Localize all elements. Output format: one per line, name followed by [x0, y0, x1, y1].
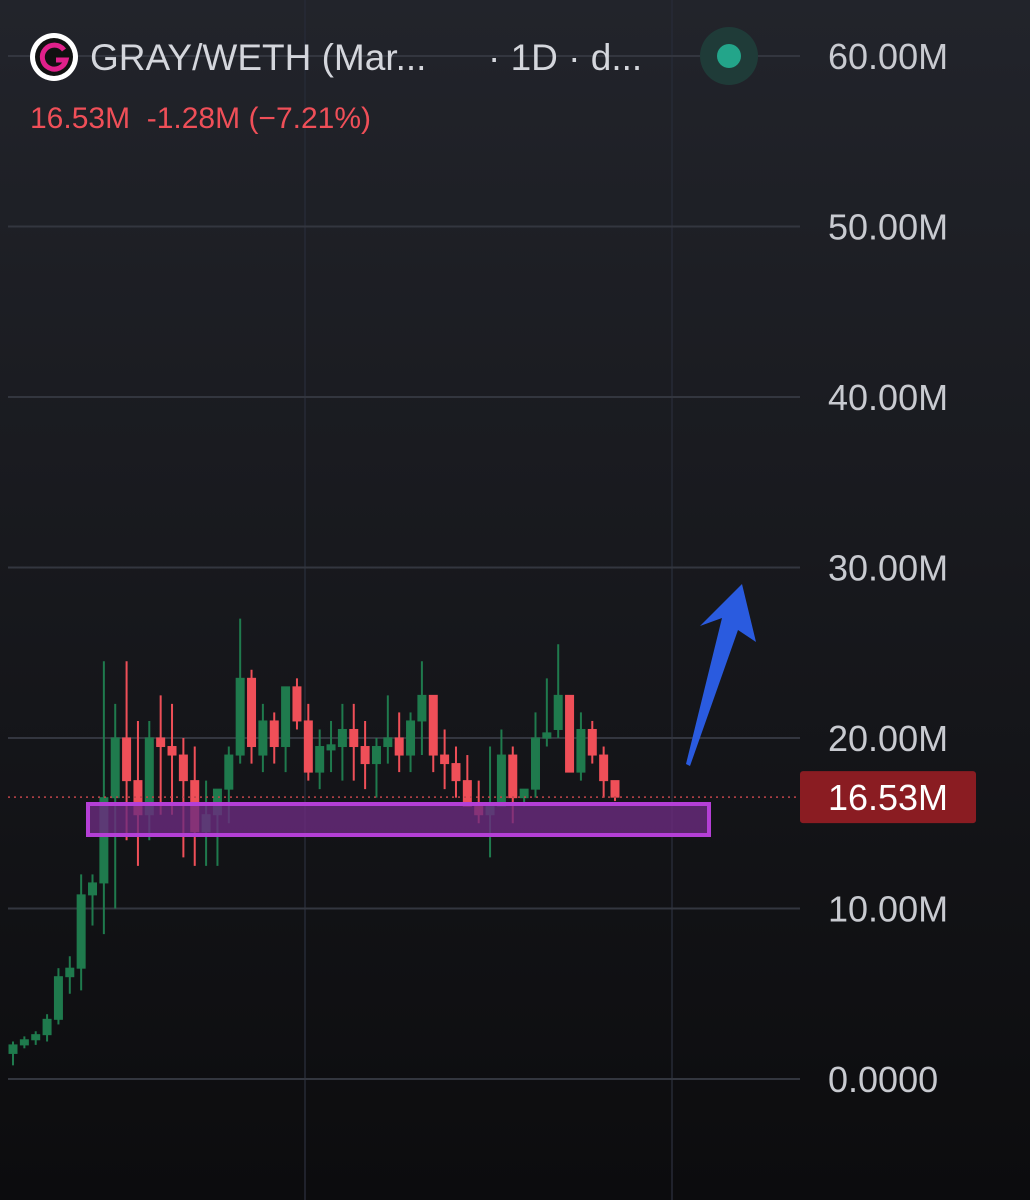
- candles: [8, 618, 620, 1066]
- candle-body: [406, 720, 416, 756]
- y-tick-label: 10.00M: [828, 889, 948, 930]
- last-price-label: 16.53M: [828, 777, 948, 818]
- candle-body: [383, 737, 393, 748]
- candle-body: [371, 746, 381, 765]
- candle-body: [303, 720, 313, 773]
- candle-body: [258, 720, 268, 756]
- grid: 0.0000 10.00M 20.00M 30.00M 40.00M 50.00M 60.0…: [8, 36, 948, 1100]
- candle-body: [576, 728, 586, 773]
- candle-body: [167, 746, 177, 756]
- candle-body: [269, 720, 279, 748]
- candle-body: [360, 746, 370, 765]
- y-tick-label: 50.00M: [828, 207, 948, 248]
- candle-body: [65, 967, 75, 978]
- symbol: GRAY/WETH (Mar...: [90, 37, 426, 78]
- candle-body: [53, 976, 63, 1020]
- candle-body: [31, 1034, 41, 1041]
- candle-body: [292, 686, 302, 722]
- logo-mark: [39, 42, 70, 72]
- candle-body: [326, 744, 336, 751]
- candle-body: [440, 754, 450, 765]
- candle-body: [349, 728, 359, 748]
- candle-body: [235, 677, 245, 756]
- candle-body: [394, 737, 404, 756]
- candle-body: [428, 694, 438, 756]
- candle-body: [315, 746, 325, 773]
- y-tick-label: 40.00M: [828, 377, 948, 418]
- candle-body: [451, 763, 461, 782]
- candle-body: [88, 882, 98, 896]
- interval: · 1D · d...: [488, 37, 642, 78]
- candle-body: [553, 694, 563, 730]
- candle-body: [417, 694, 427, 722]
- candle-body: [519, 788, 529, 799]
- arrow: [686, 584, 756, 766]
- y-tick-label: 60.00M: [828, 36, 948, 77]
- candle-body: [565, 694, 575, 773]
- candle-body: [508, 754, 518, 799]
- candle-body: [224, 754, 234, 790]
- change-text: 16.53M -1.28M (−7.21%): [30, 102, 371, 135]
- y-tick-label: 20.00M: [828, 718, 948, 759]
- candle-body: [122, 737, 132, 782]
- candle-body: [281, 686, 291, 748]
- support-zone: [86, 802, 711, 837]
- y-tick-label: 30.00M: [828, 548, 948, 589]
- candle-body: [156, 737, 166, 748]
- candle-body: [337, 728, 347, 748]
- candle-body: [610, 780, 620, 798]
- y-tick-label: 0.0000: [828, 1059, 938, 1100]
- candle-body: [42, 1018, 52, 1036]
- candle-body: [587, 728, 597, 756]
- candle-body: [19, 1039, 29, 1046]
- candle-body: [76, 894, 86, 969]
- candle-body: [530, 737, 540, 790]
- candle-body: [247, 677, 257, 748]
- status-dot: [717, 44, 741, 68]
- candle-body: [178, 754, 188, 782]
- candle-body: [496, 754, 506, 807]
- candle-body: [110, 737, 120, 799]
- candle-body: [8, 1044, 18, 1054]
- candle-body: [99, 797, 109, 884]
- candle-body: [599, 754, 609, 782]
- candle-body: [542, 732, 552, 739]
- last-price-box: [800, 771, 976, 824]
